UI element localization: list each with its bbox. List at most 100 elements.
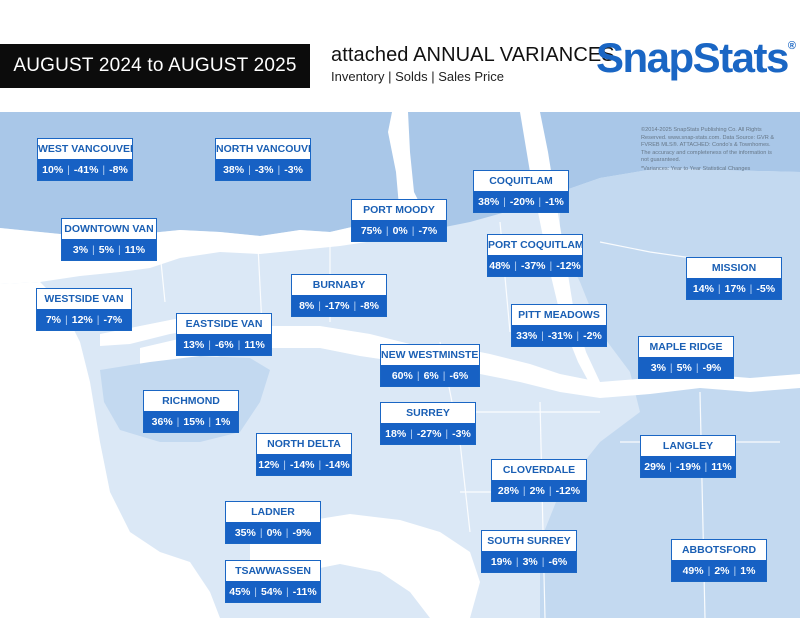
region-values: 60% | 6% | -6% bbox=[381, 365, 479, 386]
solds-variance: 15% bbox=[183, 415, 205, 428]
region-name: ABBOTSFORD bbox=[681, 544, 757, 556]
inventory-variance: 33% bbox=[516, 329, 538, 342]
price-variance: 11% bbox=[711, 460, 732, 473]
strait-of-georgia-water bbox=[0, 282, 220, 618]
indian-arm-water bbox=[388, 112, 420, 218]
page-title: attached ANNUAL VARIANCES bbox=[331, 44, 615, 67]
region-name: EASTSIDE VAN bbox=[185, 318, 263, 330]
price-variance: -12% bbox=[555, 484, 581, 497]
region-new-westminster: NEW WESTMINSTER 60% | 6% | -6% bbox=[380, 344, 480, 387]
solds-variance: 0% bbox=[266, 526, 282, 539]
region-westside-van: WESTSIDE VAN 7% | 12% | -7% bbox=[36, 288, 132, 331]
solds-variance: -6% bbox=[214, 338, 234, 351]
region-tsawwassen: TSAWWASSEN 45% | 54% | -11% bbox=[225, 560, 321, 603]
value-separator: | bbox=[717, 282, 721, 295]
value-separator: | bbox=[669, 361, 673, 374]
region-name: PORT COQUITLAM bbox=[488, 239, 582, 251]
region-abbotsford: ABBOTSFORD 49% | 2% | 1% bbox=[671, 539, 767, 582]
solds-variance: -37% bbox=[520, 259, 546, 272]
value-separator: | bbox=[67, 163, 70, 176]
solds-variance: -31% bbox=[547, 329, 573, 342]
region-maple-ridge: MAPLE RIDGE 3% | 5% | -9% bbox=[638, 336, 734, 379]
solds-variance: -3% bbox=[254, 163, 274, 176]
region-values: 48% | -37% | -12% bbox=[488, 255, 582, 276]
value-separator: | bbox=[353, 299, 357, 312]
region-name: LADNER bbox=[251, 506, 295, 518]
value-separator: | bbox=[385, 224, 389, 237]
value-separator: | bbox=[442, 369, 446, 382]
value-separator: | bbox=[538, 195, 542, 208]
value-separator: | bbox=[669, 460, 673, 473]
copyright-notice: ©2014-2025 SnapStats Publishing Co. All … bbox=[641, 127, 775, 164]
price-variance: -8% bbox=[360, 299, 379, 312]
solds-variance: 12% bbox=[71, 313, 93, 326]
region-north-vancouver: NORTH VANCOUVER 38%|-3%|-3% bbox=[215, 138, 311, 181]
value-separator: | bbox=[707, 564, 711, 577]
logo-registered-mark: ® bbox=[787, 40, 796, 52]
inventory-variance: 49% bbox=[682, 564, 704, 577]
value-separator: | bbox=[318, 299, 321, 312]
value-separator: | bbox=[549, 259, 553, 272]
price-variance: 11% bbox=[124, 243, 146, 256]
region-north-delta: NORTH DELTA 12% | -14% | -14% bbox=[256, 433, 352, 476]
value-separator: | bbox=[548, 484, 552, 497]
value-separator: | bbox=[411, 224, 415, 237]
region-name: RICHMOND bbox=[162, 395, 220, 407]
region-values: 38% | -20% | -1% bbox=[474, 191, 568, 212]
solds-variance: -14% bbox=[289, 458, 315, 471]
value-separator: | bbox=[254, 585, 258, 598]
solds-variance: 5% bbox=[98, 243, 114, 256]
inventory-variance: 28% bbox=[497, 484, 519, 497]
solds-variance: 6% bbox=[423, 369, 439, 382]
solds-variance: -27% bbox=[416, 427, 442, 440]
region-port-coquitlam: PORT COQUITLAM 48% | -37% | -12% bbox=[487, 234, 583, 277]
price-variance: -3% bbox=[284, 163, 303, 176]
region-values: 33% | -31% | -2% bbox=[512, 325, 606, 346]
inventory-variance: 8% bbox=[299, 299, 315, 312]
region-values: 29% | -19% | 11% bbox=[641, 456, 735, 477]
price-variance: -6% bbox=[548, 555, 568, 568]
value-separator: | bbox=[522, 484, 526, 497]
value-separator: | bbox=[285, 526, 289, 539]
region-name: LANGLEY bbox=[662, 440, 714, 452]
region-name: SURREY bbox=[406, 407, 450, 419]
inventory-variance: 35% bbox=[234, 526, 256, 539]
region-richmond: RICHMOND 36% | 15% | 1% bbox=[143, 390, 239, 433]
region-values: 38% | -3% | -3% bbox=[216, 159, 310, 180]
price-variance: -2% bbox=[583, 329, 602, 342]
region-values: 7% | 12% | -7% bbox=[37, 309, 131, 330]
region-west-vancouver: WEST VANCOUVER 10% | -41% | -8% bbox=[37, 138, 133, 181]
solds-variance: 3% bbox=[522, 555, 538, 568]
value-separator: | bbox=[283, 458, 286, 471]
region-values: 19% | 3% | -6% bbox=[482, 551, 576, 572]
page-subtitle: Inventory | Solds | Sales Price bbox=[331, 69, 504, 84]
inventory-variance: 12% bbox=[258, 458, 280, 471]
region-values: 45% | 54% | -11% bbox=[226, 581, 320, 602]
region-values: 35% | 0% | -9% bbox=[226, 522, 320, 543]
value-separator: | bbox=[102, 163, 106, 176]
region-values: 36% | 15% | 1% bbox=[144, 411, 238, 432]
value-separator: | bbox=[208, 415, 212, 428]
logo-text: SnapStats bbox=[596, 34, 789, 81]
region-langley: LANGLEY 29% | -19% | 11% bbox=[640, 435, 736, 478]
solds-variance: 2% bbox=[529, 484, 545, 497]
price-variance: 11% bbox=[244, 338, 265, 351]
brand-logo: SnapStats® bbox=[596, 34, 796, 82]
value-separator: | bbox=[541, 329, 544, 342]
value-separator: | bbox=[259, 526, 263, 539]
region-burnaby: BURNABY 8% | -17% | -8% bbox=[291, 274, 387, 317]
price-variance: -6% bbox=[449, 369, 469, 382]
value-separator: | bbox=[208, 338, 211, 351]
inventory-variance: 48% bbox=[489, 259, 511, 272]
region-values: 49% | 2% | 1% bbox=[672, 560, 766, 581]
value-separator: | bbox=[515, 555, 519, 568]
solds-variance: -17% bbox=[324, 299, 350, 312]
value-separator: | bbox=[286, 585, 289, 598]
region-values: 12% | -14% | -14% bbox=[257, 454, 351, 475]
region-name: DOWNTOWN VAN bbox=[64, 223, 154, 235]
price-variance: -9% bbox=[292, 526, 312, 539]
value-separator: | bbox=[733, 564, 737, 577]
inventory-variance: 10% bbox=[42, 163, 64, 176]
inventory-variance: 38% bbox=[478, 195, 500, 208]
price-variance: -1% bbox=[545, 195, 564, 208]
